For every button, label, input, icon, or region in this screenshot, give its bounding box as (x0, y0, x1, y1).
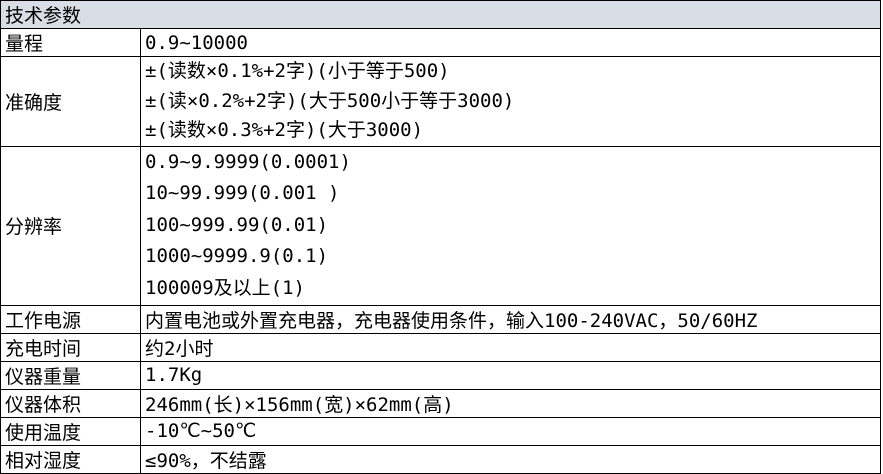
param-value-resolution-line: 100009及以上(1) (145, 276, 305, 299)
table-row: 分辨率 0.9~9.9999(0.0001) 10~99.999(0.001 )… (0, 145, 881, 306)
param-value-dimensions: 246mm(长)×156mm(宽)×62mm(高) (145, 393, 454, 416)
param-label-accuracy: 准确度 (0, 56, 141, 147)
param-value-charge-time: 约2小时 (145, 337, 214, 360)
param-value-resolution-line: 100~999.99(0.01) (145, 213, 329, 236)
param-value-accuracy-line: ±(读数×0.3%+2字)(大于3000) (145, 119, 424, 141)
param-value-range: 0.9~10000 (145, 31, 248, 54)
table-row: 仪器体积 246mm(长)×156mm(宽)×62mm(高) (0, 388, 881, 418)
table-row: 量程 0.9~10000 (0, 28, 881, 57)
table-row: 技术参数 (0, 0, 881, 29)
param-label-weight: 仪器重量 (0, 360, 141, 390)
table-row: 相对湿度 ≤90%，不结露 (0, 444, 881, 474)
param-label-dimensions: 仪器体积 (0, 388, 141, 418)
param-value-accuracy-line: ±(读数×0.1%+2字)(小于等于500) (145, 60, 450, 82)
param-value-power: 内置电池或外置充电器，充电器使用条件，输入100-240VAC，50/60HZ (145, 309, 758, 332)
table-row: 准确度 ±(读数×0.1%+2字)(小于等于500) ±(读×0.2%+2字)(… (0, 56, 881, 147)
param-label-resolution: 分辨率 (0, 145, 141, 306)
param-value-accuracy-line: ±(读×0.2%+2字)(大于500小于等于3000) (145, 89, 515, 112)
param-label-range: 量程 (0, 28, 141, 57)
param-value-operating-temp: -10℃~50℃ (145, 420, 257, 442)
param-label-charge-time: 充电时间 (0, 332, 141, 362)
param-value-resolution-line: 1000~9999.9(0.1) (145, 245, 329, 268)
table-row: 使用温度 -10℃~50℃ (0, 416, 881, 446)
table-row: 充电时间 约2小时 (0, 332, 881, 362)
param-value-resolution-line: 10~99.999(0.001 ) (145, 182, 340, 205)
table-row: 仪器重量 1.7Kg (0, 360, 881, 390)
param-label-humidity: 相对湿度 (0, 444, 141, 474)
param-value-resolution-line: 0.9~9.9999(0.0001) (145, 150, 351, 173)
param-label-operating-temp: 使用温度 (0, 416, 141, 446)
table-title: 技术参数 (0, 0, 881, 29)
param-value-humidity: ≤90%，不结露 (145, 449, 267, 472)
table-row: 工作电源 内置电池或外置充电器，充电器使用条件，输入100-240VAC，50/… (0, 304, 881, 334)
param-value-weight: 1.7Kg (145, 364, 203, 386)
param-label-power: 工作电源 (0, 304, 141, 334)
